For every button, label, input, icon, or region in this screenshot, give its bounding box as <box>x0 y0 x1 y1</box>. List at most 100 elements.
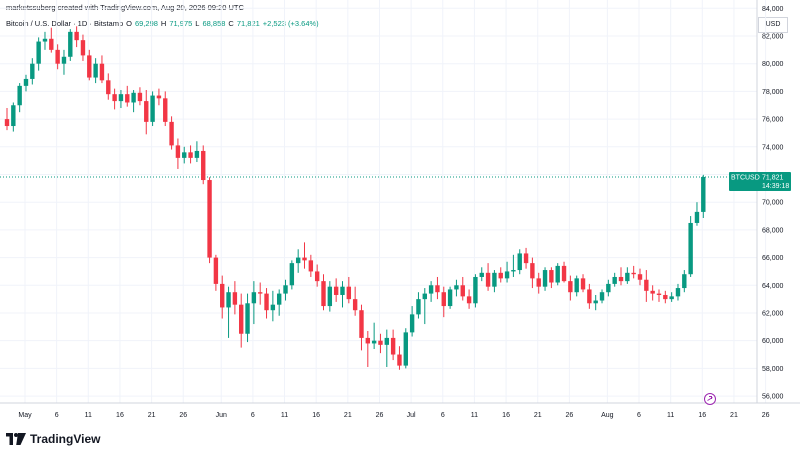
high-label: H <box>160 19 167 28</box>
candle <box>17 83 22 113</box>
candle-body <box>87 55 92 78</box>
candle-body <box>669 296 674 300</box>
y-tick-label: 68,000 <box>762 227 784 234</box>
candle-body <box>289 263 295 286</box>
candle-body <box>555 265 560 283</box>
low-label: L <box>195 19 200 28</box>
candle <box>188 145 193 164</box>
candle <box>207 177 212 264</box>
candle-body <box>422 293 427 300</box>
candle <box>74 26 79 48</box>
candle <box>397 346 402 370</box>
candle-body <box>397 354 402 366</box>
candle <box>175 138 181 169</box>
candle-body <box>384 337 389 345</box>
candle-body <box>549 270 554 283</box>
candle <box>384 329 389 367</box>
candle-body <box>390 337 396 355</box>
candle-body <box>201 150 206 181</box>
candle-body <box>23 78 29 86</box>
candle-body <box>378 340 383 345</box>
x-tick-label: 6 <box>637 412 641 419</box>
candle-body <box>504 271 510 279</box>
candle-body <box>137 92 143 102</box>
candle <box>371 322 377 349</box>
candle-body <box>270 304 276 311</box>
x-tick-label: 16 <box>698 412 706 419</box>
y-tick-label: 62,000 <box>762 310 784 317</box>
candle-body <box>302 257 307 261</box>
candle <box>612 272 617 287</box>
tag-countdown: 14:39:18 <box>762 183 789 190</box>
candle-body <box>631 272 636 275</box>
candle-body <box>340 286 345 295</box>
candle-body <box>688 222 693 275</box>
candle <box>498 267 503 283</box>
x-tick-label: 21 <box>148 412 156 419</box>
y-tick-label: 64,000 <box>762 283 784 290</box>
candle <box>536 272 541 294</box>
price-axis[interactable]: 56,000 58,000 60,000 62,000 64,000 66,000 68,0… <box>762 6 784 401</box>
x-tick-label: 6 <box>441 412 445 419</box>
candle-body <box>276 293 282 305</box>
candle-body <box>74 31 79 41</box>
close-label: C <box>228 19 234 28</box>
low-value: 68,858 <box>202 19 226 28</box>
candle-body <box>150 95 155 122</box>
candle <box>87 49 92 81</box>
y-tick-label: 70,000 <box>762 200 784 207</box>
candle <box>435 276 440 300</box>
candle <box>422 288 427 325</box>
tag-ticker: BTCUSD <box>731 174 760 181</box>
candle <box>637 268 643 286</box>
x-tick-label: 26 <box>565 412 573 419</box>
candle <box>403 328 408 369</box>
candle <box>454 279 459 297</box>
x-tick-label: 11 <box>471 412 478 419</box>
x-tick-label: 16 <box>502 412 510 419</box>
candle-body <box>232 292 238 305</box>
candle-body <box>314 271 320 282</box>
grid-lines <box>0 0 767 403</box>
candle <box>504 261 510 283</box>
candle-body <box>574 278 579 293</box>
y-tick-label: 84,000 <box>762 6 784 13</box>
candle-body <box>511 270 516 272</box>
candle-body <box>93 63 98 78</box>
candle <box>194 141 200 163</box>
candle-body <box>650 290 655 294</box>
candle <box>517 249 522 275</box>
candle <box>701 174 706 219</box>
candle <box>644 270 649 302</box>
candle-body <box>220 283 225 308</box>
go-to-realtime-icon[interactable] <box>704 393 716 405</box>
candle-body <box>371 340 377 344</box>
candle-body <box>580 278 586 290</box>
candle <box>530 257 535 289</box>
candle-body <box>207 180 212 258</box>
candle <box>182 146 187 164</box>
candle <box>49 27 54 53</box>
candle <box>511 254 516 277</box>
time-axis[interactable]: May 6 11 16 21 26 Jun 6 11 16 21 26 Jul 6 11 16 21 26 Aug 6… <box>18 412 769 419</box>
candle-body <box>479 272 484 277</box>
candle-body <box>568 281 573 293</box>
symbol-title[interactable]: Bitcoin / U.S. Dollar · 1D · Bitstamp <box>6 19 124 28</box>
tradingview-logo[interactable]: TradingView <box>6 432 100 446</box>
candle <box>409 306 415 337</box>
y-tick-label: 76,000 <box>762 117 784 124</box>
candle <box>485 263 491 291</box>
candle <box>251 281 257 325</box>
candle <box>220 275 225 319</box>
candle <box>112 88 117 110</box>
candle-body <box>428 285 434 294</box>
y-tick-label: 82,000 <box>762 34 784 41</box>
candle <box>447 286 453 309</box>
candle-body <box>593 300 598 304</box>
candle <box>675 283 681 301</box>
x-tick-label: 6 <box>55 412 59 419</box>
candle-body <box>447 289 453 307</box>
candle <box>258 282 263 305</box>
x-tick-label: 6 <box>251 412 255 419</box>
